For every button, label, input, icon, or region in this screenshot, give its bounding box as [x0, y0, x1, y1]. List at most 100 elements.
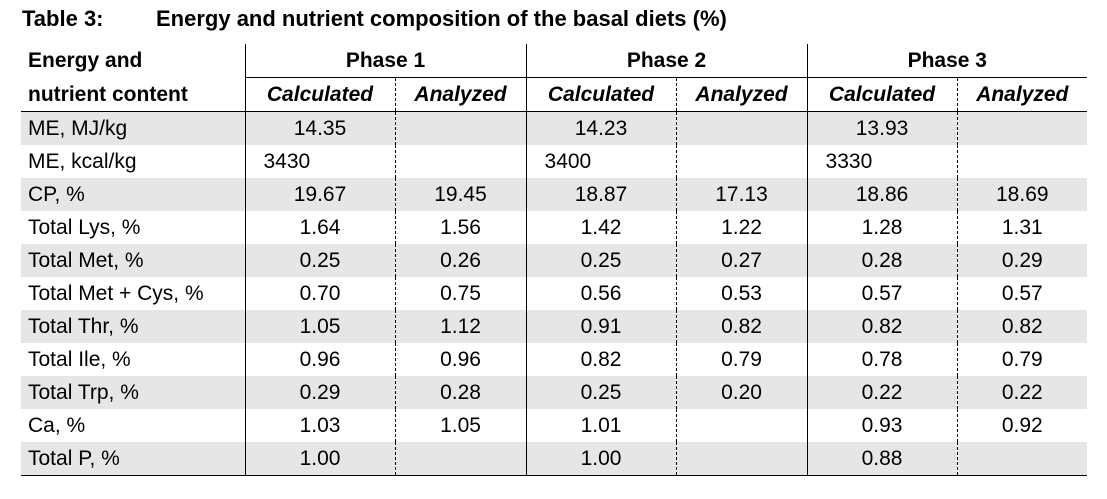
cell-value: 0.79: [956, 343, 1088, 376]
cell-value: [956, 442, 1088, 476]
cell-value: 0.28: [806, 244, 958, 277]
table-row: Total Lys, % 1.64 1.56 1.42 1.22 1.28 1.31: [21, 211, 1088, 244]
cell-value: 18.69: [956, 178, 1088, 211]
cell-value: [675, 111, 808, 145]
cell-value: 14.35: [244, 111, 395, 145]
cell-value: 0.53: [675, 277, 808, 310]
row-label-header-line2: nutrient content: [28, 82, 188, 106]
cell-value: 1.31: [956, 211, 1088, 244]
phase-3-header: Phase 3: [806, 44, 1088, 78]
table-row: Total P, % 1.00 1.00 0.88: [21, 442, 1088, 476]
cell-value: 1.42: [525, 211, 677, 244]
cell-value: 0.92: [956, 409, 1088, 442]
cell-value: 1.22: [675, 211, 808, 244]
cell-value: 0.57: [956, 277, 1088, 310]
cell-value: 0.91: [525, 310, 677, 343]
cell-value: 0.29: [244, 376, 395, 409]
header-row-2: nutrient content Calculated Analyzed Cal…: [21, 77, 1088, 112]
row-label: Total Lys, %: [28, 216, 141, 239]
table-row: ME, kcal/kg 3430 3400 3330: [21, 145, 1088, 178]
table-body: ME, MJ/kg 14.35 14.23 13.93 ME, kcal/kg 3430 3…: [21, 111, 1088, 476]
cell-value: 3330: [806, 145, 958, 178]
cell-value: 13.93: [806, 111, 958, 145]
cell-value: 0.96: [244, 343, 395, 376]
cell-value: [394, 442, 527, 476]
cell-value: 0.82: [525, 343, 677, 376]
cell-value: 1.12: [394, 310, 527, 343]
cell-value: 0.25: [244, 244, 395, 277]
cell-value: 0.82: [956, 310, 1088, 343]
row-label: Total Thr, %: [21, 310, 245, 343]
cell-value: [675, 145, 808, 178]
subheader-analyzed: Analyzed: [956, 77, 1088, 112]
table-row: Total Met, % 0.25 0.26 0.25 0.27 0.28 0.29: [21, 244, 1088, 277]
phase-2-header: Phase 2: [525, 44, 808, 78]
row-label: Ca, %: [28, 414, 86, 437]
cell-value: 0.22: [806, 376, 958, 409]
cell-value: [675, 409, 808, 442]
cell-value: 1.00: [244, 442, 395, 476]
cell-value: 19.67: [244, 178, 395, 211]
cell-value: 0.82: [806, 310, 958, 343]
cell-value: 14.23: [525, 111, 677, 145]
cell-value: 0.25: [525, 244, 677, 277]
row-label: Total Met, %: [21, 244, 245, 277]
cell-value: [956, 145, 1088, 178]
cell-value: 0.88: [806, 442, 958, 476]
cell-value: 0.70: [244, 277, 395, 310]
row-label: CP, %: [21, 178, 245, 211]
cell-value: 0.79: [675, 343, 808, 376]
header-row-1: Energy and Phase 1 Phase 2 Phase 3: [21, 44, 1088, 78]
cell-value: [956, 111, 1088, 145]
cell-value: 1.05: [244, 310, 395, 343]
cell-value: 0.26: [394, 244, 527, 277]
phase-1-header: Phase 1: [244, 44, 527, 78]
subheader-calculated: Calculated: [244, 77, 395, 112]
subheader-calculated: Calculated: [806, 77, 958, 112]
table-row: Total Trp, % 0.29 0.28 0.25 0.20 0.22 0.22: [21, 376, 1088, 409]
cell-value: 3400: [525, 145, 677, 178]
cell-value: 0.22: [956, 376, 1088, 409]
table-row: Ca, % 1.03 1.05 1.01 0.93 0.92: [21, 409, 1088, 442]
table-title: Energy and nutrient composition of the b…: [156, 6, 727, 31]
table-row: Total Thr, % 1.05 1.12 0.91 0.82 0.82 0.82: [21, 310, 1088, 343]
table-caption: Table 3: Energy and nutrient composition …: [22, 6, 727, 32]
table-row: ME, MJ/kg 14.35 14.23 13.93: [21, 111, 1088, 145]
cell-value: 3430: [244, 145, 395, 178]
cell-value: 1.00: [525, 442, 677, 476]
cell-value: 0.75: [394, 277, 527, 310]
cell-value: 0.96: [394, 343, 527, 376]
cell-value: 0.78: [806, 343, 958, 376]
subheader-analyzed: Analyzed: [394, 77, 527, 112]
subheader-calculated: Calculated: [525, 77, 677, 112]
cell-value: 0.93: [806, 409, 958, 442]
cell-value: 1.56: [394, 211, 527, 244]
cell-value: [675, 442, 808, 476]
cell-value: 0.56: [525, 277, 677, 310]
row-label: Total Ile, %: [28, 348, 131, 371]
cell-value: 1.01: [525, 409, 677, 442]
cell-value: 0.20: [675, 376, 808, 409]
cell-value: 18.86: [806, 178, 958, 211]
cell-value: 0.27: [675, 244, 808, 277]
row-label: ME, kcal/kg: [28, 150, 137, 173]
cell-value: 0.82: [675, 310, 808, 343]
cell-value: 17.13: [675, 178, 808, 211]
cell-value: 1.05: [394, 409, 527, 442]
cell-value: 1.64: [244, 211, 395, 244]
row-label: Total Met + Cys, %: [28, 282, 204, 305]
cell-value: [394, 145, 527, 178]
table-row: Total Met + Cys, % 0.70 0.75 0.56 0.53 0.57 0.…: [21, 277, 1088, 310]
subheader-analyzed: Analyzed: [675, 77, 808, 112]
row-label: ME, MJ/kg: [21, 111, 245, 145]
nutrient-table: Energy and Phase 1 Phase 2 Phase 3 nutri…: [21, 44, 1088, 476]
cell-value: 0.28: [394, 376, 527, 409]
table-number: Table 3:: [22, 6, 104, 31]
row-label: Total Trp, %: [21, 376, 245, 409]
cell-value: 0.57: [806, 277, 958, 310]
table-row: Total Ile, % 0.96 0.96 0.82 0.79 0.78 0.79: [21, 343, 1088, 376]
cell-value: 18.87: [525, 178, 677, 211]
cell-value: 0.25: [525, 376, 677, 409]
row-label: Total P, %: [21, 442, 245, 476]
table-row: CP, % 19.67 19.45 18.87 17.13 18.86 18.69: [21, 178, 1088, 211]
